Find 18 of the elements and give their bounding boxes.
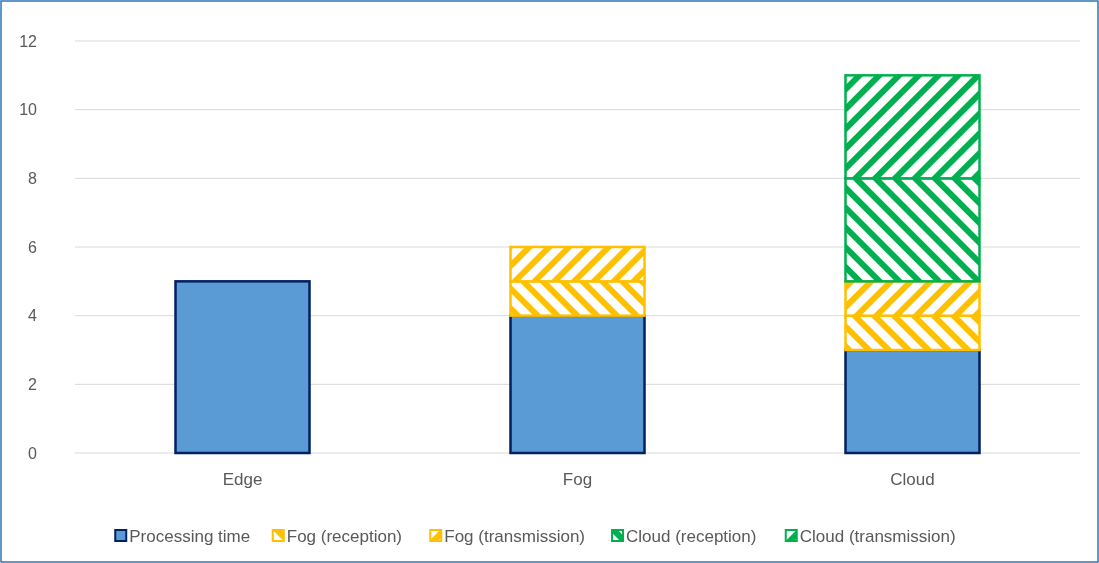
legend-label: Fog (reception)	[286, 526, 403, 546]
y-tick-label: 2	[28, 375, 38, 393]
legend-label: Cloud (transmission)	[799, 526, 956, 546]
x-tick-label: Fog	[562, 470, 593, 489]
y-tick-label: 4	[28, 307, 38, 325]
x-tick-label: Edge	[222, 470, 263, 489]
y-tick-label: 10	[19, 101, 38, 119]
bar	[174, 280, 311, 455]
bar	[844, 348, 981, 455]
y-tick-label: 8	[28, 169, 38, 187]
bar	[509, 314, 646, 455]
legend-label: Cloud (reception)	[626, 526, 757, 546]
x-tick-label: Cloud	[890, 470, 935, 489]
legend-label: Fog (transmission)	[444, 526, 586, 546]
y-tick-label: 12	[19, 32, 38, 50]
legend-label: Processing time	[129, 526, 251, 546]
y-tick-label: 6	[28, 238, 38, 256]
y-tick-label: 0	[28, 444, 38, 462]
